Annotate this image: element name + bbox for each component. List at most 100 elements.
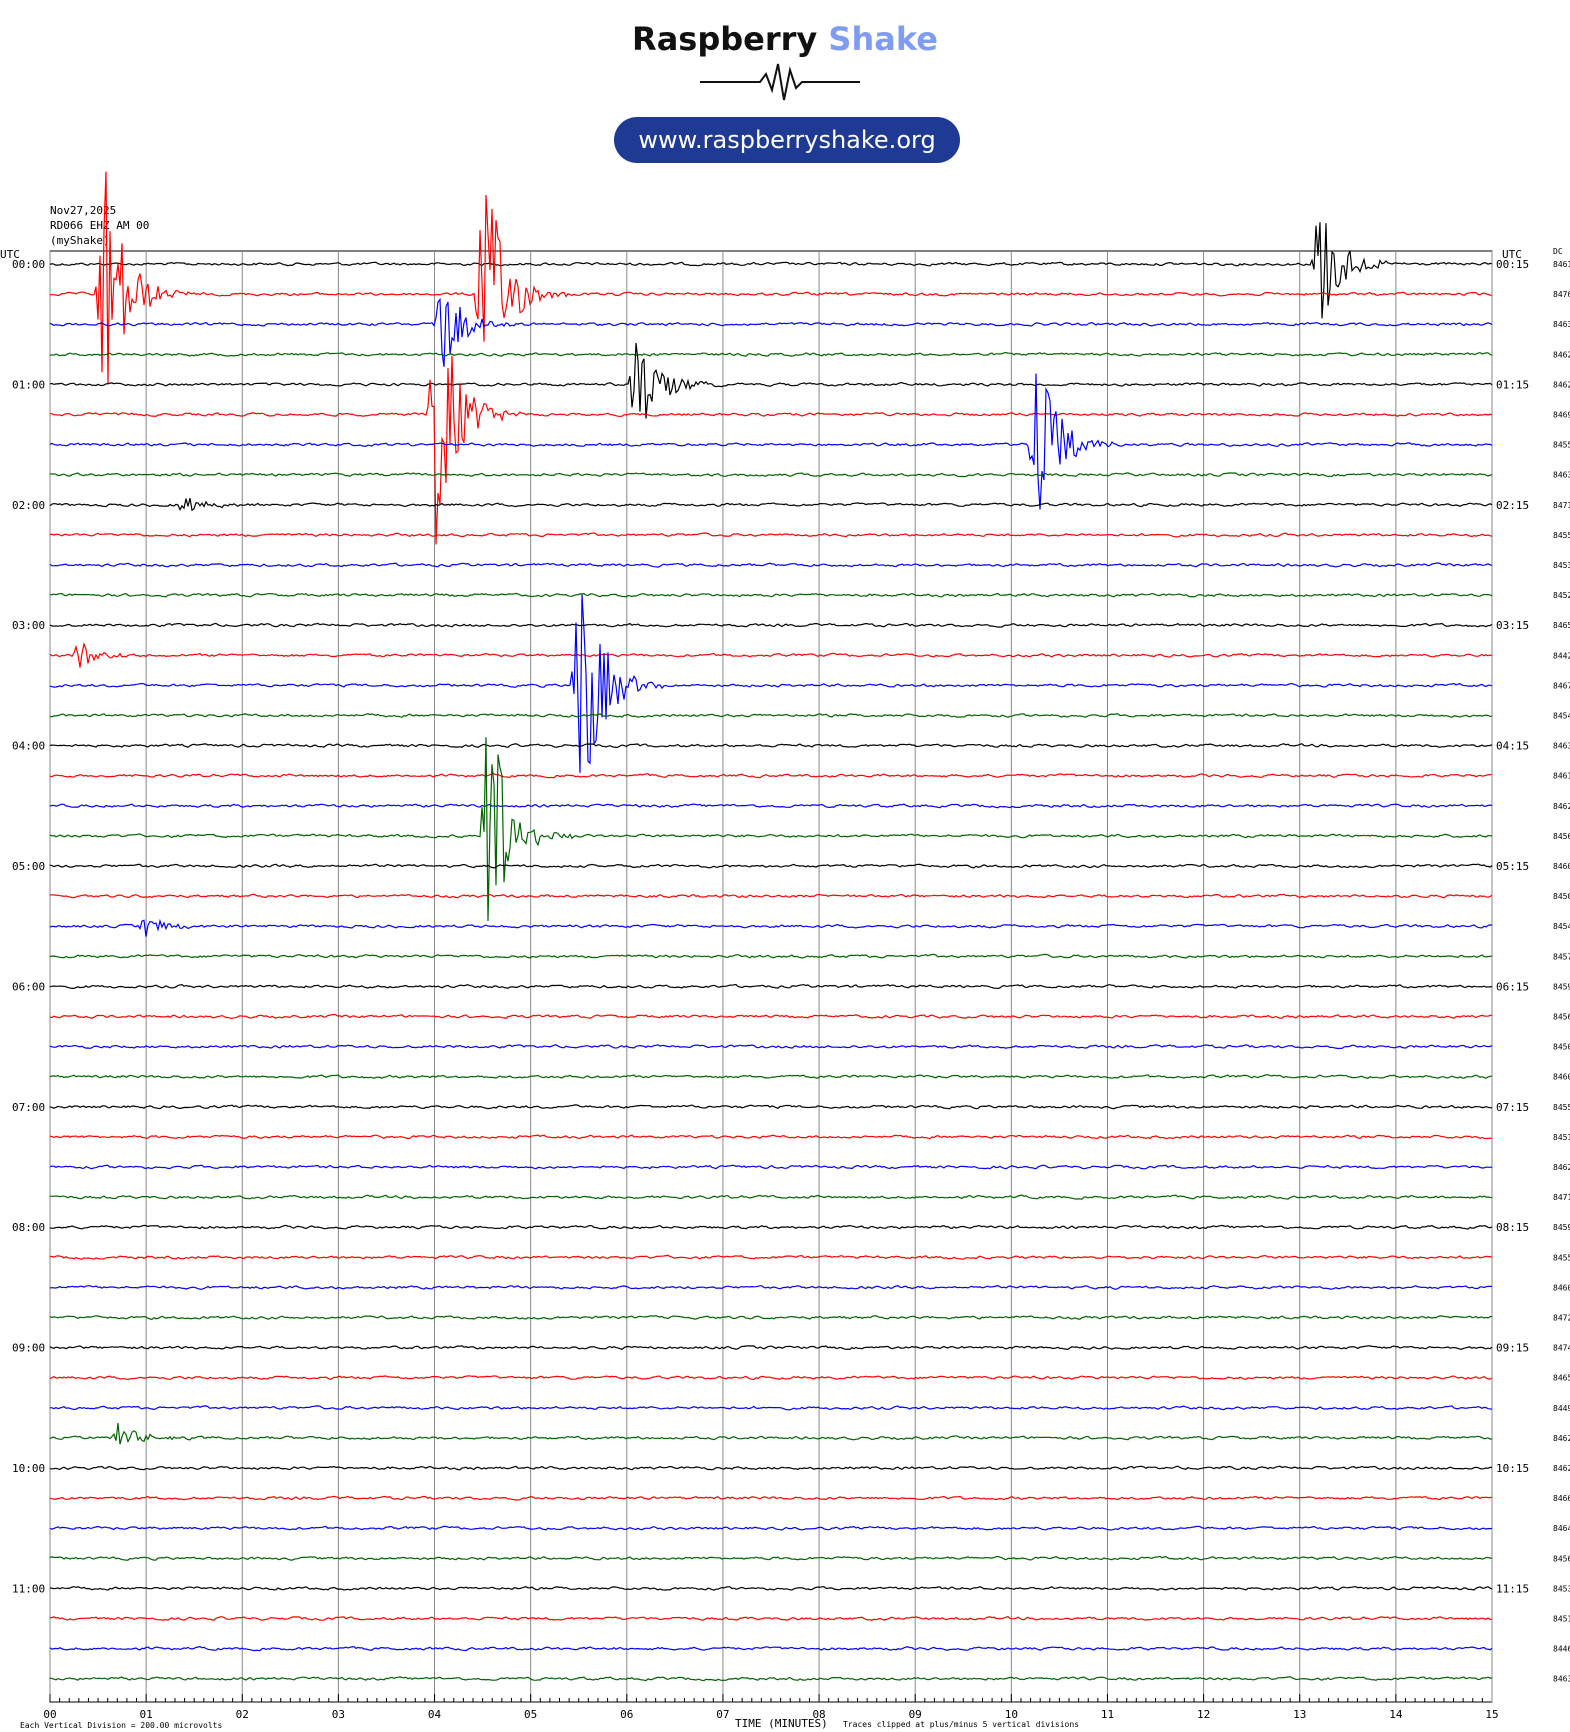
x-tick-label: 13 [1293, 1708, 1306, 1721]
trace-line [49, 497, 1493, 512]
dc-value: 8451 [1553, 1615, 1570, 1624]
dc-value: 8467 [1553, 681, 1570, 690]
trace-line [49, 1224, 1493, 1230]
x-tick-label: 01 [140, 1708, 153, 1721]
trace-line [49, 1405, 1493, 1411]
utc-label-left: UTC [0, 248, 20, 261]
dc-value: 8469 [1553, 411, 1570, 420]
dc-value: 8462 [1553, 802, 1570, 811]
dc-value: 8453 [1553, 1584, 1570, 1593]
dc-value: 8463 [1553, 1675, 1570, 1684]
dc-value: 8449 [1553, 1404, 1570, 1413]
trace-line [49, 1465, 1492, 1471]
dc-value: 8450 [1553, 1043, 1570, 1052]
trace-line [49, 1423, 1493, 1445]
dc-value: 8462 [1553, 350, 1570, 359]
hour-label-left: 02:00 [12, 499, 45, 512]
dc-value: 8462 [1553, 1464, 1570, 1473]
trace-line [49, 592, 1493, 598]
dc-value: 8459 [1553, 982, 1570, 991]
trace-line [49, 893, 1493, 899]
trace-line [49, 713, 1493, 718]
dc-value: 8459 [1553, 1223, 1570, 1232]
dc-value: 8463 [1553, 471, 1570, 480]
hour-label-left: 09:00 [12, 1342, 45, 1355]
trace-line [49, 918, 1493, 937]
x-tick-label: 02 [236, 1708, 249, 1721]
trace-line [49, 222, 1493, 319]
trace-line [49, 562, 1493, 568]
hour-label-right: 02:15 [1496, 499, 1529, 512]
trace-line [49, 1525, 1493, 1531]
hour-label-left: 11:00 [12, 1582, 45, 1595]
dc-value: 8462 [1553, 1434, 1570, 1443]
trace-line [49, 1044, 1493, 1050]
trace-line [49, 1013, 1493, 1020]
date-label: Nov27,2025 [50, 204, 117, 217]
dc-value: 8456 [1553, 1554, 1570, 1563]
dc-value: 8465 [1553, 1374, 1570, 1383]
dc-value: 8476 [1553, 290, 1570, 299]
dc-value: 8446 [1553, 1645, 1570, 1654]
trace-line [49, 1495, 1493, 1501]
dc-value: 8471 [1553, 501, 1570, 510]
trace-line [49, 773, 1493, 779]
trace-line [49, 1645, 1493, 1652]
hour-label-left: 07:00 [12, 1101, 45, 1114]
trace-line [49, 342, 1493, 419]
trace-line [49, 1375, 1493, 1381]
hour-label-left: 01:00 [12, 378, 45, 391]
dc-value: 8451 [1553, 1133, 1570, 1142]
trace-line [49, 297, 1493, 367]
x-tick-label: 03 [332, 1708, 345, 1721]
trace-line [49, 355, 1493, 545]
dc-value: 8461 [1553, 260, 1570, 269]
dc-value: 8457 [1553, 952, 1570, 961]
trace-line [49, 803, 1493, 809]
hour-label-right: 01:15 [1496, 378, 1529, 391]
dc-value: 8474 [1553, 1344, 1570, 1353]
trace-line [49, 373, 1493, 510]
trace-line [49, 1314, 1493, 1321]
trace-line [49, 863, 1493, 869]
dc-label: DC [1553, 247, 1563, 256]
trace-line [49, 953, 1493, 959]
dc-value: 8463 [1553, 742, 1570, 751]
brand-name: Raspberry Shake [0, 20, 1570, 58]
dc-value: 8466 [1553, 1494, 1570, 1503]
x-tick-label: 05 [524, 1708, 537, 1721]
hour-label-right: 08:15 [1496, 1221, 1529, 1234]
hour-label-right: 00:15 [1496, 258, 1529, 271]
x-tick-label: 10 [1005, 1708, 1018, 1721]
hour-label-left: 04:00 [12, 740, 45, 753]
trace-line [49, 642, 1493, 668]
website-link[interactable]: www.raspberryshake.org [614, 117, 960, 163]
dc-value: 8453 [1553, 561, 1570, 570]
x-tick-label: 04 [428, 1708, 442, 1721]
trace-line [49, 1676, 1492, 1682]
raspberry-shake-logo: Raspberry Shake [0, 20, 1570, 58]
trace-line [49, 737, 1493, 922]
hour-label-left: 08:00 [12, 1221, 45, 1234]
footer-clip-note: Traces clipped at plus/minus 5 vertical … [843, 1720, 1079, 1729]
dc-value: 8464 [1553, 1524, 1570, 1533]
dc-value: 8462 [1553, 1163, 1570, 1172]
x-tick-label: 06 [620, 1708, 633, 1721]
trace-line [49, 171, 1493, 385]
trace-line [49, 1345, 1493, 1351]
utc-label-right: UTC [1502, 248, 1522, 261]
trace-line [49, 472, 1493, 478]
hour-label-left: 03:00 [12, 619, 45, 632]
dc-value: 8471 [1553, 1193, 1570, 1202]
dc-value: 8460 [1553, 862, 1570, 871]
x-tick-label: 14 [1389, 1708, 1403, 1721]
trace-line [49, 1284, 1493, 1290]
dc-value: 8463 [1553, 320, 1570, 329]
x-tick-label: 00 [43, 1708, 56, 1721]
dc-value: 8460 [1553, 1073, 1570, 1082]
trace-line [49, 1164, 1493, 1170]
trace-line [50, 1254, 1493, 1260]
dc-value: 8465 [1553, 621, 1570, 630]
trace-line [49, 1104, 1493, 1110]
dc-value: 8455 [1553, 441, 1570, 450]
